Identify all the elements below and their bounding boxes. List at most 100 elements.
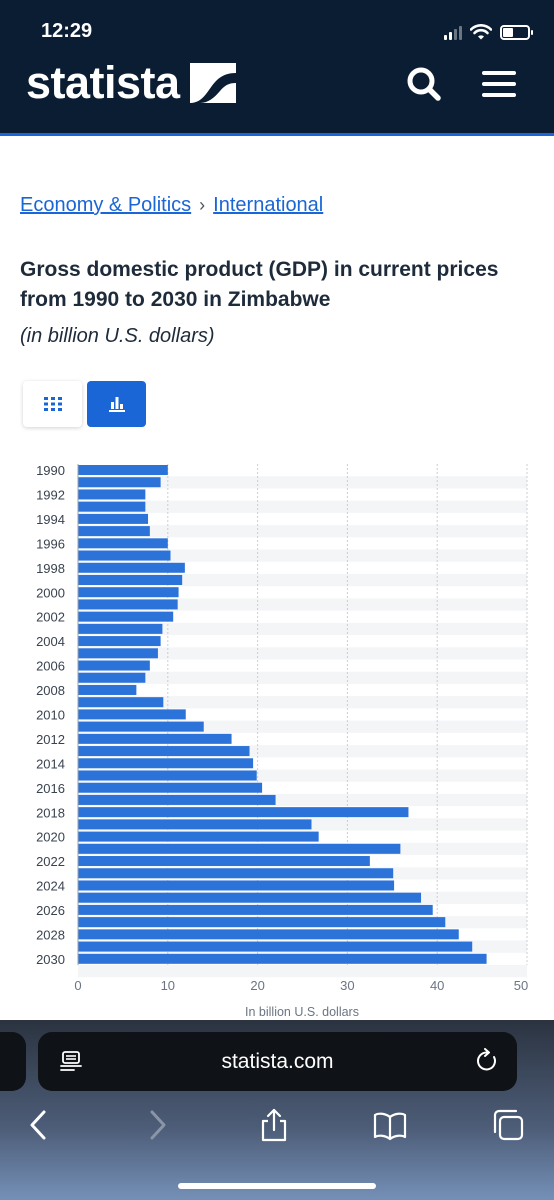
bar-1994 [78,513,149,524]
bar-1997 [78,550,171,561]
search-button[interactable] [404,64,444,104]
y-tick-label: 2004 [36,634,65,649]
row-band [78,965,527,978]
site-header: 12:29 statista [0,0,554,136]
bar-2025 [78,892,422,903]
breadcrumb-economy-politics[interactable]: Economy & Politics [20,194,192,216]
bar-1996 [78,538,168,549]
bar-2010 [78,709,186,720]
table-view-button[interactable] [23,381,82,427]
bar-1993 [78,501,146,512]
share-icon[interactable] [257,1108,291,1142]
y-tick-label: 2020 [36,830,65,845]
bar-2004 [78,636,161,647]
menu-button[interactable] [478,64,518,104]
chart-svg: 1990 1992 1994 1996 1998 2000 2002 2004 2006 2008… [36,463,528,1019]
y-tick-label: 2006 [36,659,65,674]
home-indicator [178,1183,376,1189]
logo-mark-icon [189,63,236,103]
row-band [78,598,527,611]
chart-view-button[interactable] [87,381,146,427]
y-tick-label: 2018 [36,805,65,820]
bar-2012 [78,733,232,744]
search-icon [407,67,441,101]
y-tick-label: 2012 [36,732,65,747]
url-text: statista.com [221,1050,334,1073]
menu-icon [482,71,516,97]
previous-tab[interactable] [0,1032,26,1091]
bar-2015 [78,770,257,781]
bar-2022 [78,856,370,867]
bar-1999 [78,574,183,585]
breadcrumb: Economy & Politics › International [20,194,323,217]
bar-2009 [78,697,164,708]
y-tick-label: 1994 [36,512,65,527]
bar-2014 [78,758,254,769]
row-band [78,525,527,538]
status-icons [444,20,533,44]
y-tick-label: 2028 [36,927,65,942]
y-tick-label: 1990 [36,463,65,478]
row-band [78,696,527,709]
y-tick-label: 1998 [36,561,65,576]
forward-icon[interactable] [140,1108,174,1142]
x-tick-label: 10 [161,978,175,993]
x-tick-label: 0 [74,978,81,993]
statista-logo[interactable]: statista [26,58,236,108]
bar-chart-icon [108,397,125,412]
bar-2021 [78,843,401,854]
bar-2028 [78,929,459,940]
browser-toolbar: statista.com [0,1020,554,1200]
bar-2029 [78,941,473,952]
y-tick-label: 2022 [36,854,65,869]
row-band [78,647,527,660]
row-band [78,476,527,489]
bar-2006 [78,660,150,671]
bar-2003 [78,623,163,634]
tabs-icon[interactable] [491,1108,525,1142]
bar-2007 [78,672,146,683]
x-axis-label: In billion U.S. dollars [245,1005,359,1019]
table-icon [43,397,62,411]
bar-1991 [78,477,161,488]
bar-2018 [78,807,409,818]
y-tick-label: 2008 [36,683,65,698]
bar-1998 [78,562,185,573]
bar-2027 [78,917,446,928]
bar-2005 [78,648,158,659]
status-time: 12:29 [41,20,93,42]
back-icon[interactable] [22,1108,56,1142]
x-tick-label: 30 [340,978,354,993]
bookmarks-icon[interactable] [373,1108,407,1142]
bar-2000 [78,587,179,598]
page-title: Gross domestic product (GDP) in current … [20,258,499,311]
bar-1995 [78,526,150,537]
y-tick-label: 2024 [36,879,65,894]
breadcrumb-international[interactable]: International [213,194,324,216]
bar-2019 [78,819,312,830]
bar-1990 [78,465,168,476]
bar-2030 [78,953,487,964]
logo-text: statista [26,57,180,108]
y-tick-label: 2002 [36,610,65,625]
x-tick-label: 40 [430,978,444,993]
bar-2008 [78,684,137,695]
row-band [78,549,527,562]
bar-2017 [78,794,276,805]
y-tick-label: 2016 [36,781,65,796]
bar-2020 [78,831,319,842]
y-tick-label: 2000 [36,585,65,600]
x-tick-label: 50 [514,978,528,993]
bar-2002 [78,611,174,622]
y-tick-label: 2026 [36,903,65,918]
y-tick-label: 2014 [36,756,65,771]
row-band [78,500,527,513]
bar-2001 [78,599,178,610]
breadcrumb-separator: › [199,195,206,215]
reload-icon[interactable] [475,1048,499,1074]
address-bar[interactable]: statista.com [38,1032,517,1091]
y-tick-label: 2010 [36,708,65,723]
bar-1992 [78,489,146,500]
bar-2024 [78,880,395,891]
bar-2026 [78,904,433,915]
